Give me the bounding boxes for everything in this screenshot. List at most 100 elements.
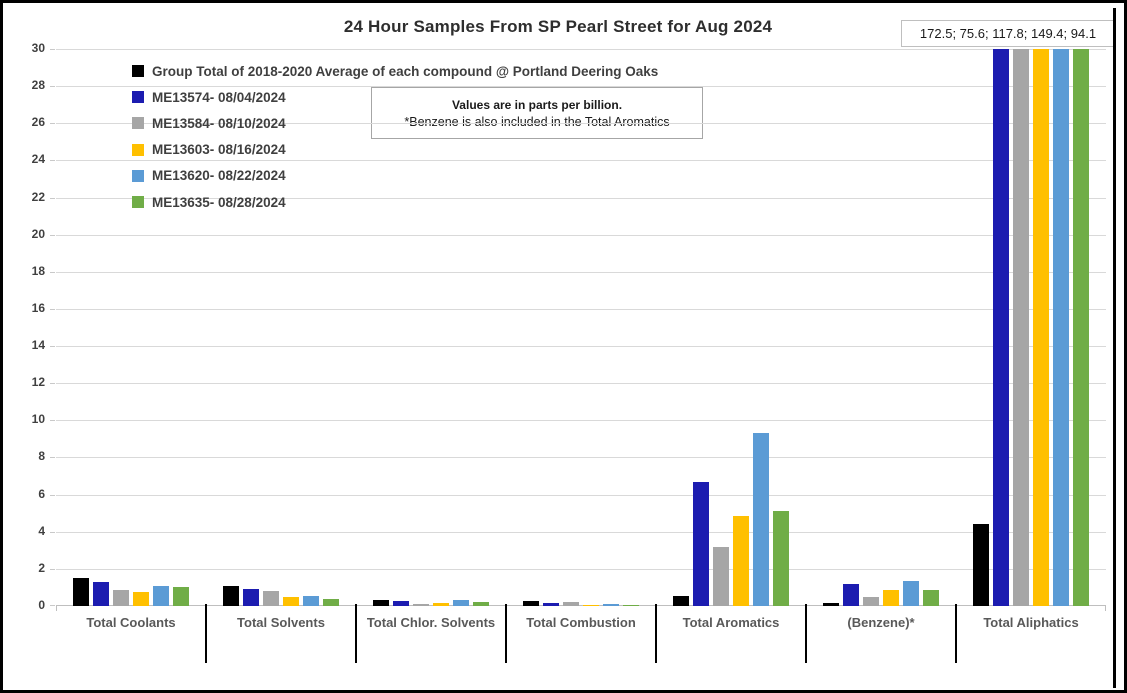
y-tick-mark (50, 457, 55, 459)
category-label-total-aromatics: Total Aromatics (682, 615, 780, 630)
legend-item-5: ME13635- 08/28/2024 (132, 189, 286, 215)
y-tick-label-18: 18 (31, 263, 45, 278)
bar-series4-total-combustion (603, 604, 619, 606)
gridline-20 (56, 234, 1106, 236)
y-tick-label-0: 0 (38, 598, 45, 612)
legend-swatch-icon (132, 65, 144, 77)
bar-series1-total-aromatics (693, 481, 709, 606)
bar-series0-total-combustion (523, 601, 539, 606)
bar-series1-total-coolants (93, 581, 109, 606)
bar-series5-total-aliphatics (1073, 49, 1089, 606)
bar-series3-total-combustion (583, 604, 599, 606)
category-separator (505, 604, 507, 663)
category-separator (355, 604, 357, 663)
axis-end-tick (56, 606, 57, 611)
category-separator (805, 604, 807, 663)
bar-series3-total-solvents (283, 596, 299, 606)
category-separator (655, 604, 657, 663)
legend-swatch-icon (132, 169, 144, 182)
bar-series1-total-chlor-solvents (393, 600, 409, 606)
gridline-16 (56, 308, 1106, 310)
bar-series4-total-solvents (303, 595, 319, 606)
y-tick-label-26: 26 (31, 115, 45, 130)
gridline-22 (56, 197, 1106, 199)
legend-label: Group Total of 2018-2020 Average of each… (152, 63, 659, 79)
gridline-8 (56, 457, 1106, 459)
note-line-benzene: *Benzene is also included in the Total A… (404, 114, 670, 129)
legend-item-3: ME13603- 08/16/2024 (132, 137, 286, 163)
bar-series3-total-chlor-solvents (433, 603, 449, 606)
gridline-2 (56, 568, 1106, 570)
category-label-total-chlor-solvents: Total Chlor. Solvents (366, 615, 496, 630)
y-tick-mark (50, 568, 55, 570)
bar-series5-total-coolants (173, 586, 189, 606)
legend-swatch-icon (132, 91, 144, 104)
legend-swatch-icon (132, 143, 144, 156)
bar-series0-total-coolants (73, 578, 89, 606)
category-label-total-combustion: Total Combustion (526, 615, 636, 630)
bar-series0-total-aromatics (673, 595, 689, 606)
bar-series3-total-aromatics (733, 515, 749, 606)
legend-label: ME13574- 08/04/2024 (152, 89, 286, 105)
bar-series4-total-coolants (153, 585, 169, 606)
y-tick-mark (50, 494, 55, 496)
legend-item-2: ME13584- 08/10/2024 (132, 110, 286, 136)
chart-title: 24 Hour Samples From SP Pearl Street for… (343, 17, 773, 36)
category-separator (205, 604, 207, 663)
y-tick-mark (50, 605, 55, 606)
bar-series5-total-chlor-solvents (473, 602, 489, 606)
bar-series1--benzene- (843, 583, 859, 606)
legend-label: ME13584- 08/10/2024 (152, 115, 286, 131)
gridline-28 (56, 86, 1106, 88)
category-label-total-coolants: Total Coolants (86, 615, 176, 630)
bar-series4--benzene- (903, 580, 919, 606)
legend-swatch-icon (132, 196, 144, 208)
bar-series5-total-combustion (623, 604, 639, 606)
axis-end-tick (1105, 606, 1106, 611)
bar-series4-total-aromatics (753, 433, 769, 606)
gridline-30 (56, 49, 1106, 50)
bar-series0--benzene- (823, 603, 839, 606)
y-tick-mark (50, 346, 55, 348)
bar-series5-total-solvents (323, 598, 339, 606)
bar-series0-total-aliphatics (973, 524, 989, 606)
y-tick-mark (50, 197, 55, 199)
y-tick-label-30: 30 (31, 41, 45, 55)
bar-series3--benzene- (883, 590, 899, 606)
legend-item-4: ME13620- 08/22/2024 (132, 163, 286, 189)
right-frame-line (1113, 8, 1116, 688)
legend-label: ME13620- 08/22/2024 (152, 168, 286, 184)
bar-series1-total-combustion (543, 602, 559, 606)
category-label--benzene-: (Benzene)* (847, 615, 915, 630)
bar-series2-total-coolants (113, 590, 129, 606)
y-tick-label-14: 14 (31, 338, 45, 353)
y-tick-mark (50, 531, 55, 533)
y-tick-label-16: 16 (31, 300, 45, 315)
note-box: Values are in parts per billion. *Benzen… (371, 87, 703, 139)
y-tick-mark (50, 308, 55, 310)
bar-series2-total-solvents (263, 591, 279, 606)
y-tick-label-20: 20 (31, 226, 45, 241)
y-tick-label-2: 2 (38, 560, 45, 575)
legend-label: ME13603- 08/16/2024 (152, 142, 286, 158)
y-tick-label-10: 10 (31, 412, 45, 427)
bar-series2-total-chlor-solvents (413, 603, 429, 606)
y-tick-label-28: 28 (31, 78, 45, 93)
y-tick-label-22: 22 (31, 189, 45, 204)
legend-item-1: ME13574- 08/04/2024 (132, 84, 286, 110)
gridline-18 (56, 271, 1106, 273)
y-tick-mark (50, 234, 55, 236)
gridline-24 (56, 160, 1106, 162)
y-tick-mark (50, 383, 55, 385)
category-separator (955, 604, 957, 663)
bar-series3-total-aliphatics (1033, 49, 1049, 606)
bar-series2-total-aromatics (713, 546, 729, 606)
legend-label: ME13635- 08/28/2024 (152, 194, 286, 210)
y-tick-label-8: 8 (38, 449, 45, 464)
gridline-6 (56, 494, 1106, 496)
gridline-0 (56, 605, 1106, 606)
y-tick-mark (50, 160, 55, 162)
bar-series3-total-coolants (133, 592, 149, 606)
y-tick-mark (50, 86, 55, 88)
